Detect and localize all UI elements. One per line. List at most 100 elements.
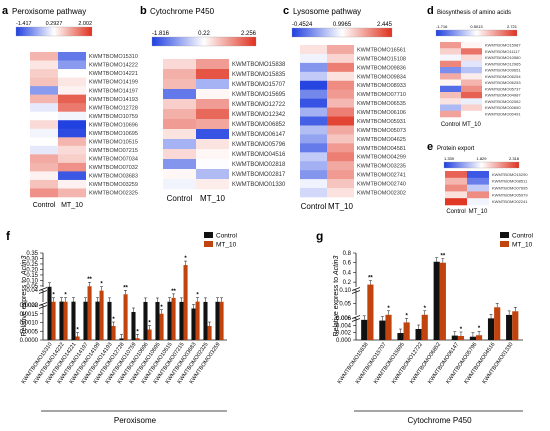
colorbar bbox=[291, 27, 393, 38]
x-axis-label: Cytochrome P450 bbox=[407, 416, 472, 425]
heatmap-cell bbox=[58, 60, 86, 70]
significance-mark: * bbox=[184, 256, 187, 262]
heatmap-row-label: KWMTBOMO07695 bbox=[492, 185, 528, 190]
significance-mark: ** bbox=[441, 254, 446, 260]
bar-control bbox=[119, 338, 124, 340]
colorbar bbox=[435, 29, 518, 37]
bar-control bbox=[415, 329, 422, 340]
heatmap-cell bbox=[461, 92, 482, 99]
heatmap-row-label: KWMTBOMO11117 bbox=[485, 49, 520, 54]
bar-mt10 bbox=[403, 322, 410, 340]
significance-mark: * bbox=[460, 327, 463, 333]
heatmap-cell bbox=[327, 45, 354, 55]
y-tick-label: 0.0015 bbox=[20, 312, 39, 318]
bar-mt10 bbox=[87, 286, 92, 340]
significance-mark: ** bbox=[368, 276, 373, 282]
heatmap-cell bbox=[300, 152, 327, 162]
heatmap-cell bbox=[196, 139, 229, 150]
heatmap-cell bbox=[327, 107, 354, 117]
axis-break-mark bbox=[351, 287, 361, 291]
heatmap-cell bbox=[300, 125, 327, 135]
heatmap-row-label: KWMTBOMO09836 bbox=[357, 65, 406, 71]
heatmap-cell bbox=[300, 143, 327, 153]
heatmap-cell bbox=[196, 119, 229, 130]
heatmap-cell bbox=[163, 109, 196, 120]
significance-mark: * bbox=[387, 306, 390, 312]
panel-letter: b bbox=[140, 5, 147, 17]
heatmap-cell bbox=[196, 169, 229, 180]
heatmap-cell bbox=[327, 80, 354, 91]
heatmap-cell bbox=[461, 110, 482, 118]
heatmap-cell bbox=[196, 59, 229, 70]
heatmap-row-label: KWMTBOMO12965 bbox=[485, 61, 521, 66]
heatmap-row-label: KWMTBOMO15707 bbox=[232, 82, 286, 88]
heatmap-row-label: KWMTBOMO02741 bbox=[357, 173, 406, 179]
heatmap-row-label: KWMTBOMO06254 bbox=[485, 74, 521, 79]
heatmap-cell bbox=[163, 89, 196, 100]
heatmap-cell bbox=[163, 139, 196, 150]
heatmap-cell bbox=[440, 110, 461, 118]
bar-mt10 bbox=[421, 314, 428, 340]
bar-mt10 bbox=[512, 311, 519, 340]
heatmap-cell bbox=[440, 98, 461, 105]
heatmap-row-label: KWMTBOMO01330 bbox=[232, 182, 286, 188]
heatmap-cell bbox=[467, 177, 489, 185]
y-tick-label: 0.0010 bbox=[20, 321, 39, 327]
heatmap-cell bbox=[58, 103, 86, 113]
colorbar-tick-label: 0.22 bbox=[198, 31, 210, 37]
heatmap-title: Cytochrome P450 bbox=[150, 7, 215, 16]
heatmap-row-label: KWMTBOMO06535 bbox=[357, 101, 406, 107]
heatmap-column-label: Control bbox=[301, 202, 327, 211]
heatmap-cell bbox=[163, 79, 196, 90]
heatmap-cell bbox=[30, 179, 58, 189]
y-axis-label-gene: Actin3 bbox=[333, 255, 340, 276]
y-tick-label: 0.04 bbox=[26, 288, 38, 294]
bar-control bbox=[379, 320, 386, 340]
heatmap-column-label: Control bbox=[167, 194, 193, 203]
y-tick-label: 0.4 bbox=[343, 270, 352, 276]
bar-control bbox=[397, 333, 404, 340]
heatmap-row-label: KWMTBOMO16561 bbox=[357, 47, 406, 53]
heatmap-title: Protein export bbox=[437, 146, 475, 152]
heatmap-row-label: KWMTBOMO05979 bbox=[492, 192, 528, 197]
bar-mt10 bbox=[494, 307, 501, 340]
heatmap-cell bbox=[440, 67, 461, 74]
heatmap-cell bbox=[440, 104, 461, 112]
heatmap-cell bbox=[440, 85, 461, 93]
heatmap-row-label: KWMTBOMO03235 bbox=[357, 164, 406, 170]
axis-break-mark bbox=[351, 318, 361, 322]
y-axis-label-prefix: Relative express to bbox=[21, 275, 28, 336]
heatmap-column-label: MT_10 bbox=[61, 202, 83, 209]
heatmap-cell bbox=[30, 77, 58, 87]
y-tick-label: 0.0005 bbox=[20, 329, 39, 335]
heatmap-row-label: KWMTBOMO04625 bbox=[357, 137, 406, 143]
bar-mt10 bbox=[51, 301, 56, 340]
heatmap-row-label: KWMTBOMO14193 bbox=[89, 97, 138, 103]
bar-control bbox=[95, 301, 100, 340]
heatmap-cell bbox=[300, 80, 327, 91]
y-tick-label: 0.05 bbox=[339, 301, 351, 307]
colorbar bbox=[443, 161, 520, 169]
bar-control bbox=[506, 314, 513, 340]
significance-mark: ** bbox=[123, 285, 128, 291]
heatmap-row-label: KWMTBOMO15838 bbox=[232, 62, 286, 68]
heatmap-cell bbox=[30, 60, 58, 70]
colorbar-tick-label: 2.445 bbox=[377, 22, 393, 28]
y-tick-label: 0.000 bbox=[336, 338, 352, 344]
heatmap-row-label: KWMTBOMO07034 bbox=[89, 156, 138, 162]
significance-mark: * bbox=[148, 321, 151, 327]
heatmap-cell bbox=[163, 159, 196, 170]
y-tick-label: 0.10 bbox=[26, 278, 38, 284]
colorbar-tick-label: 2.318 bbox=[509, 156, 520, 161]
heatmap-cell bbox=[58, 145, 86, 155]
significance-mark: * bbox=[196, 293, 199, 299]
heatmap-cell bbox=[163, 99, 196, 110]
heatmap-cell bbox=[58, 86, 86, 95]
heatmap-row-label: KWMTBOMO14221 bbox=[89, 71, 138, 77]
heatmap-cell bbox=[327, 188, 354, 198]
bar-control bbox=[47, 286, 52, 340]
heatmap-cell bbox=[58, 179, 86, 189]
legend-swatch bbox=[204, 232, 213, 238]
legend-swatch bbox=[204, 241, 213, 247]
heatmap-cell bbox=[30, 162, 58, 172]
